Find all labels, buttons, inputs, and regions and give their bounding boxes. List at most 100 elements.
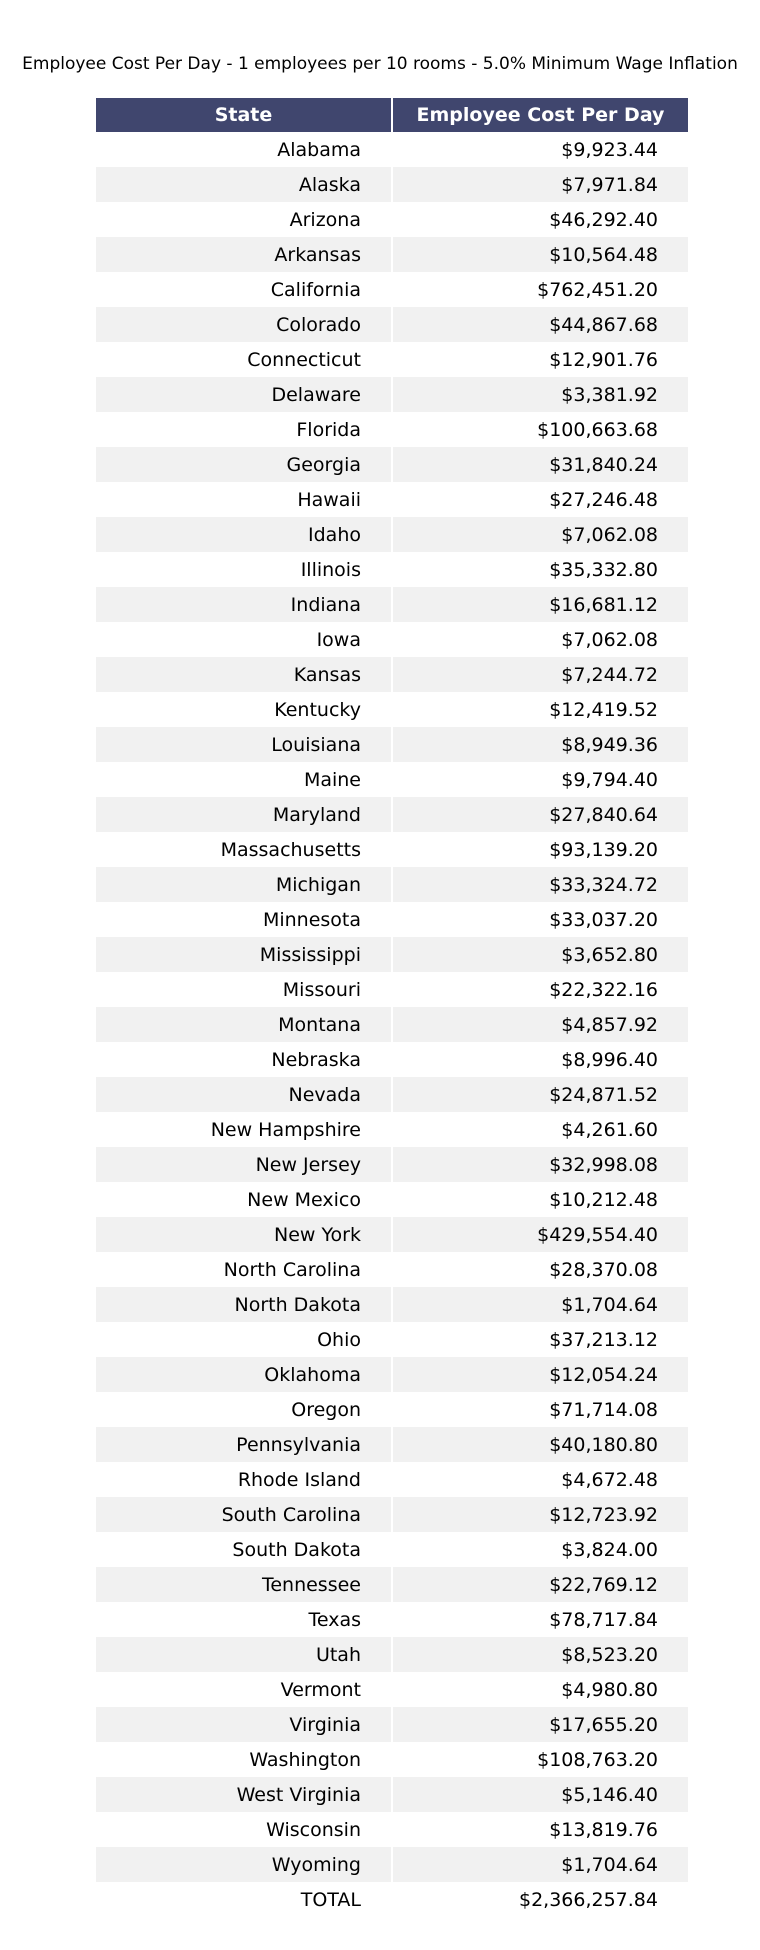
state-cell: Idaho <box>96 517 393 552</box>
cost-cell: $5,146.40 <box>392 1777 688 1812</box>
table-row: California $762,451.20 <box>96 272 688 307</box>
cost-cell: $762,451.20 <box>537 278 658 301</box>
table-row: New Mexico $10,212.48 <box>96 1182 688 1217</box>
state-cell: Kansas <box>96 657 393 692</box>
table-row: Virginia $17,655.20 <box>96 1707 688 1742</box>
cost-cell: $9,923.44 <box>561 138 658 161</box>
cost-table: State Employee Cost Per Day Alabama $9,92… <box>96 98 688 1917</box>
cost-cell: $8,996.40 <box>561 1048 658 1071</box>
table-row: Montana $4,857.92 <box>96 1007 688 1042</box>
cost-cell: $4,980.80 <box>561 1678 658 1701</box>
table-row: Hawaii $27,246.48 <box>96 482 688 517</box>
state-cell: Utah <box>96 1637 393 1672</box>
table-row: Nevada $24,871.52 <box>96 1077 688 1112</box>
cost-cell: $27,840.64 <box>392 797 688 832</box>
state-cell: Florida <box>96 412 393 447</box>
table-row: South Carolina $12,723.92 <box>96 1497 688 1532</box>
table-row: Delaware $3,381.92 <box>96 377 688 412</box>
chart-title: Employee Cost Per Day - 1 employees per … <box>22 54 738 74</box>
table-row: South Dakota $3,824.00 <box>96 1532 688 1567</box>
cost-cell: $44,867.68 <box>392 307 688 342</box>
table-header-row: State Employee Cost Per Day <box>96 98 688 132</box>
state-cell: Mississippi <box>96 937 393 972</box>
table-row: North Dakota $1,704.64 <box>96 1287 688 1322</box>
state-cell: North Carolina <box>96 1252 393 1287</box>
cost-cell: $12,419.52 <box>549 698 658 721</box>
table-row: Ohio $37,213.12 <box>96 1322 688 1357</box>
table-row: Oklahoma $12,054.24 <box>96 1357 688 1392</box>
state-cell: Maine <box>96 762 393 797</box>
state-cell: Hawaii <box>96 482 393 517</box>
cost-cell: $4,261.60 <box>561 1118 658 1141</box>
table-row: Oregon $71,714.08 <box>96 1392 688 1427</box>
cost-cell: $108,763.20 <box>537 1748 658 1771</box>
table-row: Arizona $46,292.40 <box>96 202 688 237</box>
cost-cell: $2,366,257.84 <box>518 1888 658 1911</box>
table-row: Washington $108,763.20 <box>96 1742 688 1777</box>
state-cell: Louisiana <box>96 727 393 762</box>
state-cell: Tennessee <box>96 1567 393 1602</box>
table-row: Missouri $22,322.16 <box>96 972 688 1007</box>
cost-cell: $12,901.76 <box>549 348 658 371</box>
state-cell: Ohio <box>96 1322 393 1357</box>
state-cell: New Hampshire <box>96 1112 393 1147</box>
cost-cell: $100,663.68 <box>537 418 658 441</box>
cost-cell: $71,714.08 <box>549 1398 658 1421</box>
cost-cell: $1,704.64 <box>392 1287 688 1322</box>
table-row: Maine $9,794.40 <box>96 762 688 797</box>
cost-cell: $4,857.92 <box>392 1007 688 1042</box>
state-cell: Rhode Island <box>96 1462 393 1497</box>
cost-cell: $9,794.40 <box>561 768 658 791</box>
state-cell: Kentucky <box>96 692 393 727</box>
table-row: Texas $78,717.84 <box>96 1602 688 1637</box>
cost-cell: $7,062.08 <box>561 628 658 651</box>
cost-cell: $10,564.48 <box>392 237 688 272</box>
cost-cell: $22,769.12 <box>392 1567 688 1602</box>
state-cell: Washington <box>96 1742 393 1777</box>
state-cell: Arizona <box>96 202 393 237</box>
state-cell: Delaware <box>96 377 393 412</box>
table-row: Alaska $7,971.84 <box>96 167 688 202</box>
table-row: Alabama $9,923.44 <box>96 132 688 167</box>
cost-cell: $8,523.20 <box>392 1637 688 1672</box>
cost-cell: $10,212.48 <box>549 1188 658 1211</box>
table-row: New Hampshire $4,261.60 <box>96 1112 688 1147</box>
state-cell: South Dakota <box>96 1532 393 1567</box>
cost-cell: $12,723.92 <box>392 1497 688 1532</box>
table-row: Connecticut $12,901.76 <box>96 342 688 377</box>
state-cell: Indiana <box>96 587 393 622</box>
table-row: Louisiana $8,949.36 <box>96 727 688 762</box>
table-row: Florida $100,663.68 <box>96 412 688 447</box>
cost-cell: $4,672.48 <box>561 1468 658 1491</box>
state-cell: Oregon <box>96 1392 393 1427</box>
table-row: Massachusetts $93,139.20 <box>96 832 688 867</box>
table-row: Illinois $35,332.80 <box>96 552 688 587</box>
state-cell: South Carolina <box>96 1497 393 1532</box>
table-row: Vermont $4,980.80 <box>96 1672 688 1707</box>
table-row: Nebraska $8,996.40 <box>96 1042 688 1077</box>
state-cell: North Dakota <box>96 1287 393 1322</box>
state-cell: Montana <box>96 1007 393 1042</box>
cost-cell: $46,292.40 <box>549 208 658 231</box>
cost-cell: $429,554.40 <box>392 1217 688 1252</box>
state-cell: Pennsylvania <box>96 1427 393 1462</box>
table-row: Minnesota $33,037.20 <box>96 902 688 937</box>
cost-cell: $17,655.20 <box>392 1707 688 1742</box>
state-cell: Oklahoma <box>96 1357 393 1392</box>
cost-cell: $7,244.72 <box>392 657 688 692</box>
state-cell: Colorado <box>96 307 393 342</box>
cost-cell: $22,322.16 <box>549 978 658 1001</box>
column-header-state: State <box>96 98 393 132</box>
state-cell: Virginia <box>96 1707 393 1742</box>
cost-cell: $3,824.00 <box>561 1538 658 1561</box>
cost-cell: $24,871.52 <box>392 1077 688 1112</box>
state-cell: California <box>96 272 393 307</box>
cost-cell: $93,139.20 <box>549 838 658 861</box>
state-cell: Michigan <box>96 867 393 902</box>
cost-cell: $3,381.92 <box>392 377 688 412</box>
state-cell: Texas <box>96 1602 393 1637</box>
table-row: Wisconsin $13,819.76 <box>96 1812 688 1847</box>
state-cell: Wisconsin <box>96 1812 393 1847</box>
cost-cell: $33,037.20 <box>549 908 658 931</box>
cost-cell: $31,840.24 <box>392 447 688 482</box>
